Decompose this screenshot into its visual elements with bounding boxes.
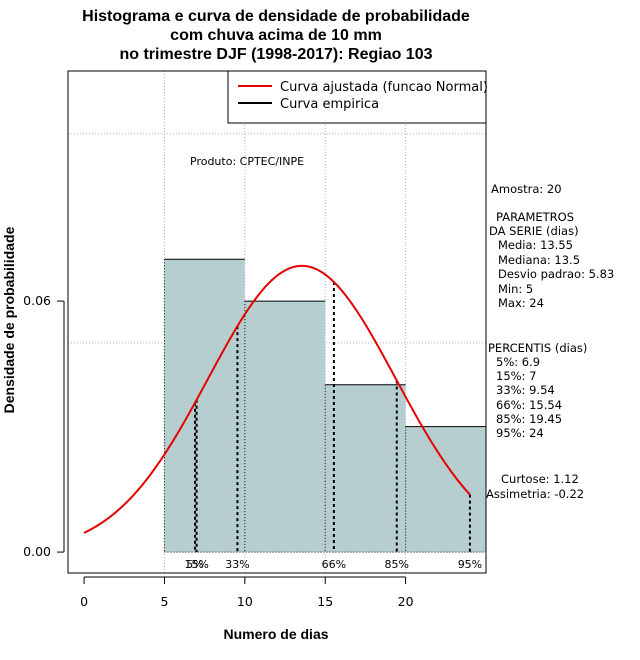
statistics-panel: Amostra: 20 PARAMETROS DA SERIE (dias) M… [486, 182, 614, 501]
y-axis-label: Densidade de probabilidade [1, 226, 17, 413]
percentile-marker-label: 5% [186, 558, 203, 571]
legend-label-fitted: Curva ajustada (funcao Normal) [280, 80, 488, 95]
stat-curtose: Curtose: 1.12 [501, 472, 579, 486]
histogram-bar [405, 426, 486, 553]
stat-parametros-title: PARAMETROS [496, 210, 574, 224]
grid-lines [68, 71, 486, 573]
stat-p5: 5%: 6.9 [496, 355, 540, 369]
product-annotation: Produto: CPTEC/INPE [190, 155, 304, 168]
percentile-marker-label: 95% [458, 558, 482, 571]
x-tick-label: 5 [160, 594, 168, 609]
stat-p95: 95%: 24 [496, 426, 544, 440]
y-tick-label: 0.00 [23, 544, 51, 559]
chart-title-line-1: Histograma e curva de densidade de proba… [82, 8, 470, 25]
stat-parametros-subtitle: DA SERIE (dias) [489, 224, 579, 238]
axes: 0 5 10 15 20 0.00 0.06 [23, 293, 413, 609]
x-tick-label: 0 [80, 594, 88, 609]
chart-title-line-3: no trimestre DJF (1998-2017): Regiao 103 [119, 46, 432, 63]
histogram-bars [163, 258, 486, 553]
chart-title-line-2: com chuva acima de 10 mm [170, 27, 382, 44]
histogram-bar [164, 259, 245, 553]
x-tick-label: 20 [398, 594, 414, 609]
y-tick-label: 0.06 [23, 293, 51, 308]
stat-max: Max: 24 [498, 296, 544, 310]
stat-p85: 85%: 19.45 [496, 412, 562, 426]
stat-min: Min: 5 [498, 282, 533, 296]
percentile-marker-label: 15% [184, 558, 208, 571]
histogram-bar [244, 301, 326, 553]
percentile-marker-label: 33% [225, 558, 249, 571]
stat-assimetria: Assimetria: -0.22 [486, 487, 584, 501]
stat-p15: 15%: 7 [496, 369, 536, 383]
stat-p66: 66%: 15.54 [496, 398, 562, 412]
density-curves [83, 264, 471, 534]
legend-box [227, 70, 487, 124]
percentile-marker-label: 85% [385, 558, 409, 571]
x-tick-label: 10 [237, 594, 253, 609]
percentile-markers: 5%15% 33% 66% 85% 95% [184, 282, 482, 571]
histogram-bar [325, 384, 406, 553]
stat-percentis-title: PERCENTIS (dias) [488, 341, 587, 355]
stat-media: Media: 13.55 [498, 238, 573, 252]
stat-desvio: Desvio padrao: 5.83 [498, 267, 614, 281]
x-tick-label: 15 [317, 594, 333, 609]
stat-mediana: Mediana: 13.5 [498, 253, 580, 267]
legend: Curva ajustada (funcao Normal) Curva emp… [227, 70, 488, 124]
x-axis-label: Numero de dias [223, 626, 328, 642]
stat-p33: 33%: 9.54 [496, 383, 555, 397]
stat-amostra: Amostra: 20 [491, 182, 562, 196]
percentile-marker-label: 66% [322, 558, 346, 571]
fitted-normal-curve [83, 264, 471, 534]
legend-label-empirical: Curva empirica [280, 97, 379, 112]
